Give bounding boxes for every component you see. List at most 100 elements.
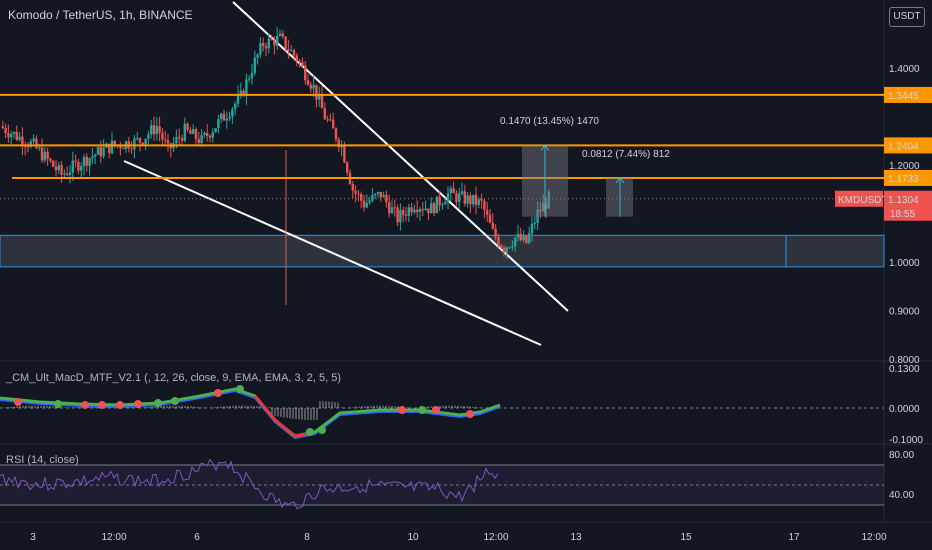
candle-body — [52, 160, 55, 167]
candle-body — [444, 202, 447, 205]
macd-cross-dot — [214, 389, 222, 397]
price-tick-label: 1.2000 — [889, 161, 920, 172]
candle-body — [18, 136, 21, 140]
candle-body — [211, 132, 214, 138]
candle-body — [466, 195, 469, 204]
candle-body — [38, 147, 41, 149]
candle-body — [164, 139, 167, 141]
candle-body — [166, 140, 170, 144]
candles — [1, 27, 550, 259]
candle-body — [446, 193, 450, 203]
rsi-axis-label: 40.00 — [889, 490, 914, 501]
candle-body — [301, 62, 304, 66]
macd-cross-dot — [14, 398, 22, 406]
candle-body — [393, 207, 396, 209]
candle-body — [388, 202, 391, 214]
candle-body — [245, 79, 248, 96]
candle-body — [514, 237, 517, 247]
candle-body — [337, 139, 340, 148]
candle-body — [49, 158, 52, 161]
candle-body — [80, 166, 83, 171]
candle-body — [460, 191, 464, 194]
candle-body — [483, 200, 486, 211]
time-tick-label: 12:00 — [101, 532, 126, 543]
candle-body — [449, 188, 452, 194]
macd-cross-dot — [318, 426, 326, 434]
candle-body — [161, 132, 164, 140]
macd-histogram — [1, 400, 498, 420]
time-tick-label: 12:00 — [483, 532, 508, 543]
macd-axis-label: -0.1000 — [889, 435, 923, 446]
macd-cross-dot — [236, 385, 244, 393]
candle-body — [332, 119, 335, 129]
macd-cross-dot — [154, 399, 162, 407]
candle-body — [418, 209, 422, 212]
candle-body — [477, 199, 480, 205]
candle-body — [12, 131, 16, 134]
candle-body — [96, 147, 100, 155]
candle-body — [110, 140, 114, 154]
candle-body — [547, 191, 550, 209]
candle-body — [334, 128, 338, 140]
candle-body — [522, 235, 525, 241]
candle-body — [278, 33, 282, 37]
candle-body — [10, 133, 13, 138]
candle-body — [382, 194, 385, 198]
measure-arrow-head — [615, 177, 625, 184]
candle-body — [192, 129, 195, 134]
macd-cross-dot — [98, 401, 106, 409]
signal-line-down — [253, 395, 311, 438]
candle-body — [399, 210, 402, 223]
candle-body — [458, 193, 461, 202]
candle-body — [452, 188, 455, 194]
candle-body — [189, 130, 192, 134]
rsi-title: RSI (14, close) — [6, 454, 79, 466]
candle-body — [63, 173, 66, 175]
candle-body — [186, 123, 189, 131]
macd-line — [0, 389, 501, 440]
candle-body — [390, 207, 394, 214]
macd-cross-dot — [171, 397, 179, 405]
candle-body — [102, 147, 105, 157]
candle-body — [74, 160, 77, 163]
candle-body — [99, 147, 102, 157]
currency-selector[interactable]: USDT — [889, 7, 925, 27]
candle-body — [516, 234, 520, 238]
candle-body — [298, 61, 301, 63]
candle-body — [292, 50, 296, 56]
countdown-label: 18:55 — [890, 209, 915, 220]
candle-body — [206, 132, 209, 136]
macd-cross-dot — [54, 400, 62, 408]
candle-body — [228, 116, 231, 119]
price-tick-label: 0.9000 — [889, 307, 920, 318]
candle-body — [214, 128, 217, 133]
candle-body — [404, 214, 408, 216]
candle-body — [203, 132, 206, 135]
candle-body — [130, 148, 133, 150]
rsi-axis-label: 80.00 — [889, 450, 914, 461]
macd-axis-label: 0.1300 — [889, 364, 920, 375]
candle-body — [91, 156, 94, 159]
time-tick-label: 15 — [680, 532, 692, 543]
candle-body — [376, 191, 380, 195]
candle-body — [66, 173, 69, 175]
candle-body — [430, 203, 433, 214]
candle-body — [494, 228, 497, 237]
candle-body — [306, 80, 310, 85]
candle-body — [231, 109, 234, 117]
price-tick-label: 0.8000 — [889, 355, 920, 366]
candle-body — [54, 166, 58, 171]
time-tick-label: 3 — [30, 532, 36, 543]
candle-body — [309, 84, 312, 89]
candle-body — [133, 138, 136, 150]
candle-body — [357, 193, 360, 195]
candle-body — [178, 137, 181, 139]
rsi-band — [0, 465, 884, 505]
candle-body — [472, 194, 475, 205]
candle-body — [264, 46, 268, 49]
candle-body — [491, 222, 494, 229]
candle-body — [360, 194, 363, 201]
candle-body — [318, 94, 321, 100]
candle-body — [486, 210, 489, 215]
